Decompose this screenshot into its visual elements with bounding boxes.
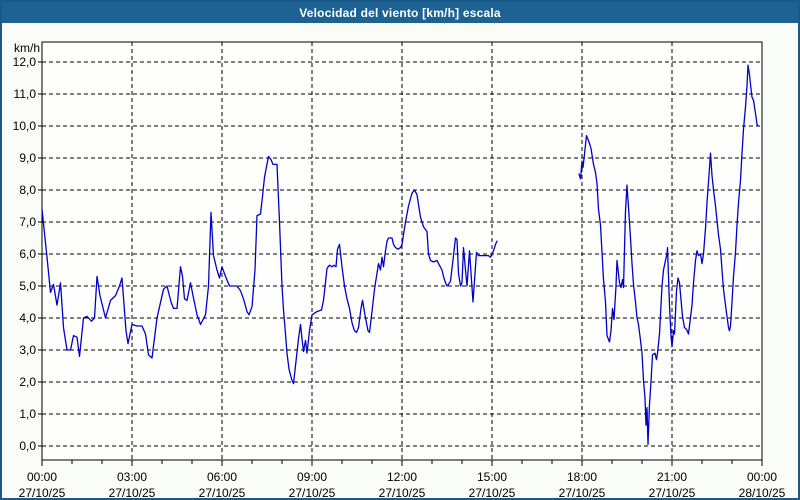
x-tick-time: 21:00 bbox=[657, 470, 687, 484]
plot-area bbox=[42, 42, 762, 460]
x-tick-time: 09:00 bbox=[297, 470, 327, 484]
y-tick-label: 1,0 bbox=[19, 407, 36, 421]
wind-speed-line-segment bbox=[41, 155, 498, 385]
x-tick-date: 27/10/25 bbox=[649, 486, 696, 500]
x-tick-time: 15:00 bbox=[477, 470, 507, 484]
x-tick-date: 27/10/25 bbox=[379, 486, 426, 500]
x-tick-time: 00:00 bbox=[747, 470, 777, 484]
x-tick-date: 27/10/25 bbox=[199, 486, 246, 500]
y-tick-label: 0,0 bbox=[19, 439, 36, 453]
y-tick-label: 2,0 bbox=[19, 375, 36, 389]
y-tick-label: 9,0 bbox=[19, 151, 36, 165]
x-tick-date: 27/10/25 bbox=[19, 486, 66, 500]
title-bar: Velocidad del viento [km/h] escala bbox=[2, 2, 798, 23]
x-tick-labels: 00:00 27/10/25 03:00 27/10/25 06:00 27/10/25 0… bbox=[19, 470, 786, 500]
gridlines bbox=[42, 42, 762, 460]
y-tick-label: 10,0 bbox=[13, 119, 37, 133]
x-tick-time: 03:00 bbox=[117, 470, 147, 484]
y-tick-labels: 12,0 11,0 10,0 9,0 8,0 7,0 6,0 5,0 4,0 3,0 2,0 1,0 0… bbox=[13, 55, 37, 453]
x-tick-date: 27/10/25 bbox=[469, 486, 516, 500]
y-tick-label: 11,0 bbox=[14, 87, 37, 101]
x-tick-time: 06:00 bbox=[207, 470, 237, 484]
plot-border bbox=[41, 41, 763, 461]
axis-ticks bbox=[38, 61, 763, 466]
y-tick-label: 4,0 bbox=[19, 311, 36, 325]
y-tick-label: 6,0 bbox=[19, 247, 36, 261]
y-tick-label: 8,0 bbox=[19, 183, 36, 197]
x-tick-date: 27/10/25 bbox=[289, 486, 336, 500]
chart-title: Velocidad del viento [km/h] escala bbox=[299, 5, 501, 20]
x-tick-date: 27/10/25 bbox=[559, 486, 606, 500]
x-tick-time: 18:00 bbox=[567, 470, 597, 484]
x-tick-time: 12:00 bbox=[387, 470, 417, 484]
y-tick-label: 12,0 bbox=[13, 55, 37, 69]
x-tick-date: 28/10/25 bbox=[739, 486, 786, 500]
x-tick-date: 27/10/25 bbox=[109, 486, 156, 500]
y-axis-unit-label: km/h bbox=[14, 41, 40, 55]
y-tick-label: 7,0 bbox=[19, 215, 36, 229]
wind-speed-line bbox=[41, 64, 759, 446]
x-tick-time: 00:00 bbox=[27, 470, 57, 484]
y-tick-label: 5,0 bbox=[19, 279, 36, 293]
wind-speed-line-segment bbox=[578, 64, 759, 446]
y-tick-label: 3,0 bbox=[19, 343, 36, 357]
